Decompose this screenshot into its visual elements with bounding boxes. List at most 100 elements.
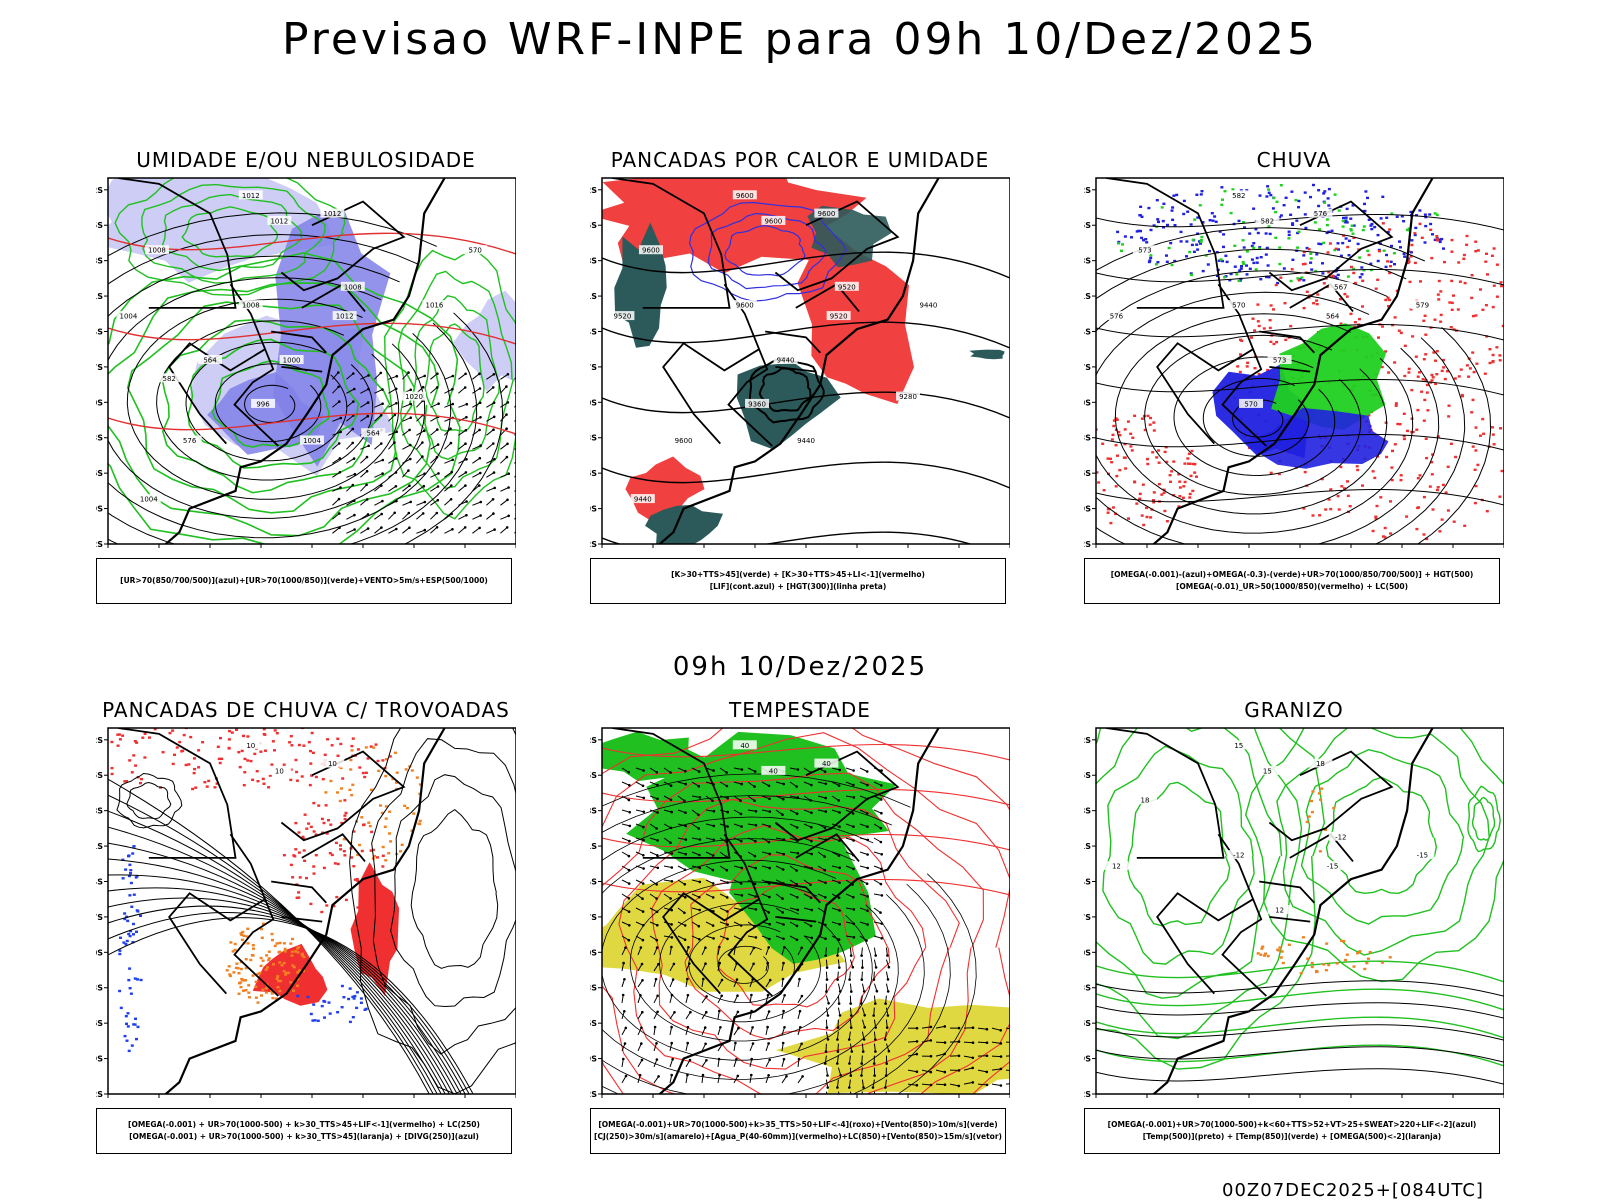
wind-arrow [458,486,465,492]
field-speck [294,822,297,824]
field-speck [294,848,297,850]
field-speck [1450,326,1453,328]
field-speck [296,995,299,997]
field-speck [1084,484,1085,486]
lat-tick-label: 36S [1084,1019,1091,1028]
wind-arrow-head [958,1085,961,1088]
wind-arrow [472,502,480,505]
field-speck [127,979,130,981]
field-speck [375,743,378,745]
field-speck [1474,502,1477,504]
lon-tick-label: 35W [949,1097,969,1098]
field-speck [1239,371,1242,373]
wind-arrow [486,430,493,436]
wind-arrow-head [824,937,827,940]
wind-arrow-head [880,827,883,830]
field-speck [118,990,121,992]
field-speck [357,748,360,750]
wind-arrow-head [640,1026,643,1029]
field-speck [1345,237,1348,239]
field-speck [1492,433,1495,435]
field-speck [122,877,125,879]
lon-tick-label: 35W [949,547,969,548]
wind-arrow-head [768,841,771,844]
field-speck [1171,206,1174,208]
field-speck [1491,361,1494,363]
field-speck [384,775,387,777]
field-speck [1220,186,1223,188]
wind-arrow-head [493,401,496,404]
field-speck [125,1015,128,1017]
field-speck [1425,438,1428,440]
field-speck [132,845,135,847]
field-speck [1365,962,1368,964]
field-speck [349,1021,352,1023]
field-speck [128,967,131,969]
field-speck [116,734,119,736]
wind-arrow-head [863,1026,866,1029]
wind-arrow-head [782,978,785,981]
field-speck [1141,418,1144,420]
field-speck [129,872,132,874]
wind-arrow [472,473,480,477]
field-speck [123,912,126,914]
field-speck [1436,238,1439,240]
field-speck [1337,274,1340,276]
wind-arrow-head [437,485,440,488]
field-speck [1424,225,1427,227]
lat-tick-label: 27S [1084,363,1091,372]
wind-arrow-head [423,485,426,488]
field-speck [1327,197,1330,199]
field-speck [1156,261,1159,263]
wind-arrow-head [507,373,510,376]
field-speck [1486,510,1489,512]
wind-arrow-head [726,938,729,941]
wind-arrow-head [339,486,342,489]
field-speck [1314,221,1317,223]
wind-arrow-head [507,472,510,475]
wind-arrow-head [465,471,468,474]
field-speck [193,757,196,759]
wind-arrow-head [351,442,354,445]
field-speck [1417,376,1420,378]
field-speck [126,940,129,942]
field-speck [1405,515,1408,517]
lat-tick-label: 33S [1084,984,1091,993]
field-speck [1147,415,1150,417]
wind-arrow-head [838,909,841,912]
wind-arrow-head [395,500,398,503]
wind-arrow-head [711,799,714,802]
map-layers: 1012101210121008100810081012101610041000… [96,176,516,548]
lat-tick-label: 30S [96,948,103,957]
wind-arrow-head [726,811,729,814]
wind-arrow-head [409,389,412,392]
wind-arrow [874,1092,875,1098]
field-speck [231,731,234,733]
field-speck [1090,450,1093,452]
field-speck [1153,429,1156,431]
field-speck [1386,260,1389,262]
wind-arrow-head [367,388,370,391]
wind-arrow-head [930,1055,933,1058]
field-speck [419,820,422,822]
lon-tick-label: 65W [1137,1097,1157,1098]
field-speck [331,744,334,746]
field-speck [1121,243,1124,245]
field-speck [1493,285,1496,287]
field-speck [312,1003,315,1005]
panel-trovoadas: PANCADAS DE CHUVA C/ TROVOADAS 10101012S… [66,698,546,1178]
lat-tick-label: 15S [1084,221,1091,230]
wind-arrow [500,527,507,533]
wind-arrow-head [887,1014,890,1017]
field-speck [277,986,280,988]
field-speck [1155,263,1158,265]
wind-arrow-head [768,1059,771,1062]
field-speck [1278,263,1281,265]
field-speck [343,814,346,816]
wind-arrow-head [839,1074,842,1077]
wind-arrow-head [741,768,744,771]
wind-arrow-head [642,882,645,885]
panel-caption: [UR>70(850/700/500)](azul)+[UR>70(1000/8… [96,558,512,604]
field-speck [1357,243,1360,245]
field-speck [1402,220,1405,222]
